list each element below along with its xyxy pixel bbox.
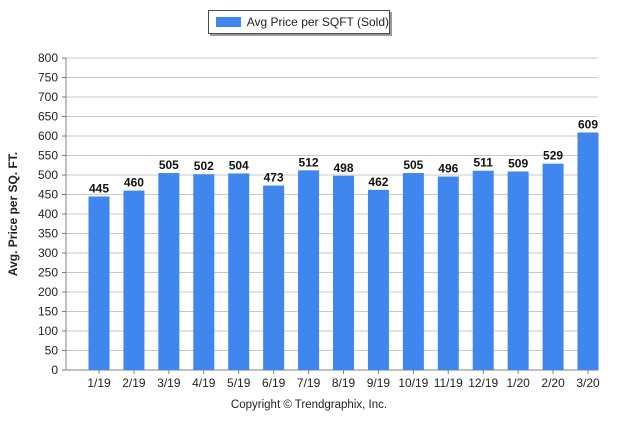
y-tick-label: 750	[38, 71, 58, 85]
bar	[158, 173, 180, 370]
y-tick-label: 500	[38, 168, 58, 182]
x-tick-label: 1/20	[506, 376, 530, 390]
chart-legend: Avg Price per SQFT (Sold)	[208, 10, 390, 34]
bar	[333, 175, 354, 370]
bar	[437, 176, 459, 370]
data-label: 509	[508, 156, 528, 170]
x-tick-label: 2/20	[541, 376, 565, 390]
legend-label: Avg Price per SQFT (Sold)	[246, 15, 389, 29]
x-tick-label: 10/19	[398, 376, 428, 390]
bar	[123, 190, 145, 370]
y-tick-label: 150	[38, 305, 58, 319]
x-tick-label: 2/19	[122, 376, 146, 390]
x-tick-label: 5/19	[227, 376, 251, 390]
y-tick-label: 250	[38, 266, 58, 280]
bar	[402, 173, 424, 370]
x-tick-label: 3/20	[576, 376, 600, 390]
data-label: 505	[403, 158, 423, 172]
y-tick-label: 800	[38, 51, 58, 65]
x-tick-label: 11/19	[434, 376, 463, 390]
data-label: 462	[368, 175, 388, 189]
data-label: 505	[159, 158, 179, 172]
y-axis-title: Avg. Price per SQ. FT.	[6, 152, 20, 276]
data-label: 445	[89, 181, 109, 195]
bar	[228, 173, 250, 370]
x-tick-label: 9/19	[367, 376, 391, 390]
bar	[88, 196, 110, 370]
data-label: 498	[333, 161, 353, 175]
data-label: 473	[264, 171, 284, 185]
x-tick-label: 7/19	[297, 376, 321, 390]
x-tick-label: 6/19	[262, 376, 286, 390]
data-label: 512	[299, 155, 319, 169]
y-tick-label: 300	[38, 246, 58, 260]
y-tick-label: 450	[38, 188, 58, 202]
data-label: 609	[578, 117, 598, 131]
x-tick-label: 1/19	[87, 376, 111, 390]
y-tick-label: 100	[38, 324, 58, 338]
bar	[193, 174, 215, 370]
legend-swatch	[216, 17, 241, 27]
data-label: 504	[229, 158, 249, 172]
y-tick-label: 400	[38, 207, 58, 221]
bar	[507, 171, 529, 370]
x-tick-label: 4/19	[192, 376, 216, 390]
bar	[577, 132, 599, 370]
bar	[298, 170, 320, 370]
bar	[472, 170, 494, 370]
y-tick-label: 700	[38, 90, 58, 104]
copyright-text: Copyright © Trendgraphix, Inc.	[230, 399, 388, 411]
y-tick-label: 600	[38, 129, 58, 143]
bar	[263, 185, 285, 370]
bar	[367, 189, 389, 370]
data-label: 496	[438, 162, 458, 176]
y-tick-label: 350	[38, 227, 58, 241]
data-label: 460	[124, 176, 144, 190]
bar	[542, 163, 564, 370]
x-tick-label: 8/19	[332, 376, 356, 390]
data-label: 529	[543, 149, 563, 163]
x-tick-label: 12/19	[468, 376, 498, 390]
data-label: 502	[194, 159, 214, 173]
y-tick-label: 0	[51, 363, 58, 377]
data-label: 511	[474, 156, 494, 170]
y-tick-label: 200	[38, 285, 58, 299]
y-tick-label: 550	[38, 149, 58, 163]
x-tick-label: 3/19	[157, 376, 181, 390]
y-tick-label: 650	[38, 110, 58, 124]
y-tick-label: 50	[45, 344, 59, 358]
